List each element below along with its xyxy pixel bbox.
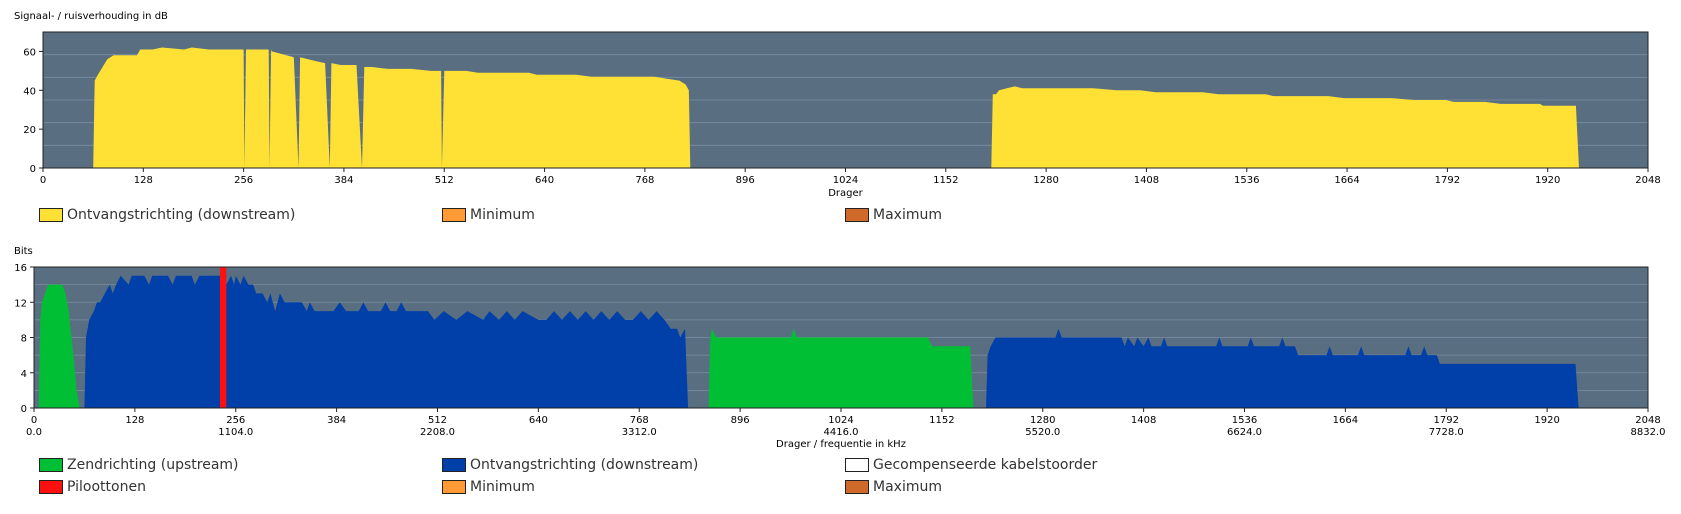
freq-tick-label: 1104.0 [218, 427, 253, 438]
x-tick-label: 128 [134, 175, 153, 186]
legend-swatch [845, 208, 869, 222]
x-tick-label: 2048 [1635, 415, 1660, 426]
legend-item[interactable]: Minimum [442, 479, 535, 495]
x-tick-label: 1152 [929, 415, 954, 426]
legend-label: Maximum [873, 479, 942, 495]
x-tick-label: 512 [428, 415, 447, 426]
x-tick-label: 640 [535, 175, 554, 186]
legend-label: Zendrichting (upstream) [67, 457, 239, 473]
series-pilot-bar [219, 267, 227, 408]
freq-tick-label: 3312.0 [622, 427, 657, 438]
legend-swatch [39, 458, 63, 472]
legend-label: Maximum [873, 207, 942, 223]
x-tick-label: 896 [736, 175, 755, 186]
freq-tick-label: 0.0 [26, 427, 42, 438]
x-tick-label: 1024 [833, 175, 858, 186]
legend-item[interactable]: Ontvangstrichting (downstream) [442, 457, 698, 473]
legend-label: Minimum [470, 479, 535, 495]
x-tick-label: 1664 [1333, 415, 1358, 426]
legend-swatch [845, 458, 869, 472]
x-tick-label: 768 [635, 175, 654, 186]
x-tick-label: 1664 [1334, 175, 1359, 186]
x-axis-title: Drager [828, 188, 863, 199]
legend-item[interactable]: Gecompenseerde kabelstoorder [845, 457, 1097, 473]
y-tick-label: 16 [14, 263, 27, 274]
series-area [991, 86, 1579, 168]
x-tick-label: 0 [40, 175, 46, 186]
legend-swatch [39, 480, 63, 494]
legend-item[interactable]: Piloottonen [39, 479, 146, 495]
legend-item[interactable]: Maximum [845, 207, 942, 223]
x-tick-label: 1280 [1033, 175, 1058, 186]
x-tick-label: 384 [327, 415, 346, 426]
series-area [38, 284, 80, 408]
x-tick-label: 384 [334, 175, 353, 186]
freq-tick-label: 8832.0 [1631, 427, 1666, 438]
x-tick-label: 1408 [1131, 415, 1156, 426]
x-tick-label: 1536 [1232, 415, 1257, 426]
y-tick-label: 12 [14, 298, 27, 309]
x-tick-label: 896 [731, 415, 750, 426]
x-tick-label: 1536 [1234, 175, 1259, 186]
legend-swatch [442, 458, 466, 472]
y-tick-label: 8 [21, 334, 27, 345]
x-tick-label: 2048 [1635, 175, 1660, 186]
x-tick-label: 1408 [1134, 175, 1159, 186]
x-axis-title: Drager / frequentie in kHz [776, 439, 906, 450]
x-tick-label: 1280 [1030, 415, 1055, 426]
legend-swatch [845, 480, 869, 494]
legend-swatch [442, 208, 466, 222]
legend-label: Gecompenseerde kabelstoorder [873, 457, 1098, 473]
freq-tick-label: 2208.0 [420, 427, 455, 438]
freq-tick-label: 4416.0 [824, 427, 859, 438]
legend-item[interactable]: Maximum [845, 479, 942, 495]
series-area [708, 328, 974, 408]
x-tick-label: 1792 [1435, 175, 1460, 186]
y-tick-label: 0 [30, 164, 36, 175]
x-tick-label: 1024 [828, 415, 853, 426]
legend-item[interactable]: Minimum [442, 207, 535, 223]
x-tick-label: 0 [31, 415, 37, 426]
legend-swatch [442, 480, 466, 494]
x-tick-label: 1920 [1535, 175, 1560, 186]
legend-label: Ontvangstrichting (downstream) [470, 457, 699, 473]
x-tick-label: 512 [435, 175, 454, 186]
legend-label: Minimum [470, 207, 535, 223]
x-tick-label: 640 [529, 415, 548, 426]
y-tick-label: 60 [23, 47, 36, 58]
snr-chart: 0 20 40 60 0 128 256 384 512 640 768 896 1024 1152 128… [14, 11, 1661, 199]
freq-tick-label: 6624.0 [1227, 427, 1262, 438]
y-axis-title: Signaal- / ruisverhouding in dB [14, 11, 168, 22]
legend-swatch [39, 208, 63, 222]
x-tick-label: 768 [630, 415, 649, 426]
legend-label: Piloottonen [67, 479, 146, 495]
freq-tick-label: 5520.0 [1025, 427, 1060, 438]
x-tick-label: 1920 [1534, 415, 1559, 426]
y-tick-label: 40 [23, 86, 36, 97]
legend-label: Ontvangstrichting (downstream) [67, 207, 296, 223]
x-tick-label: 1152 [933, 175, 958, 186]
y-tick-label: 4 [21, 369, 27, 380]
legend-item[interactable]: Ontvangstrichting (downstream) [39, 207, 295, 223]
x-tick-label: 128 [125, 415, 144, 426]
freq-tick-label: 7728.0 [1429, 427, 1464, 438]
y-tick-label: 20 [23, 125, 36, 136]
x-tick-label: 1792 [1434, 415, 1459, 426]
x-tick-label: 256 [226, 415, 245, 426]
y-axis-title: Bits [14, 246, 33, 257]
series-area [93, 47, 691, 168]
legend-item[interactable]: Zendrichting (upstream) [39, 457, 239, 473]
x-tick-label: 256 [234, 175, 253, 186]
y-tick-label: 0 [21, 404, 27, 415]
series-area [986, 328, 1579, 408]
series-area [84, 275, 689, 408]
